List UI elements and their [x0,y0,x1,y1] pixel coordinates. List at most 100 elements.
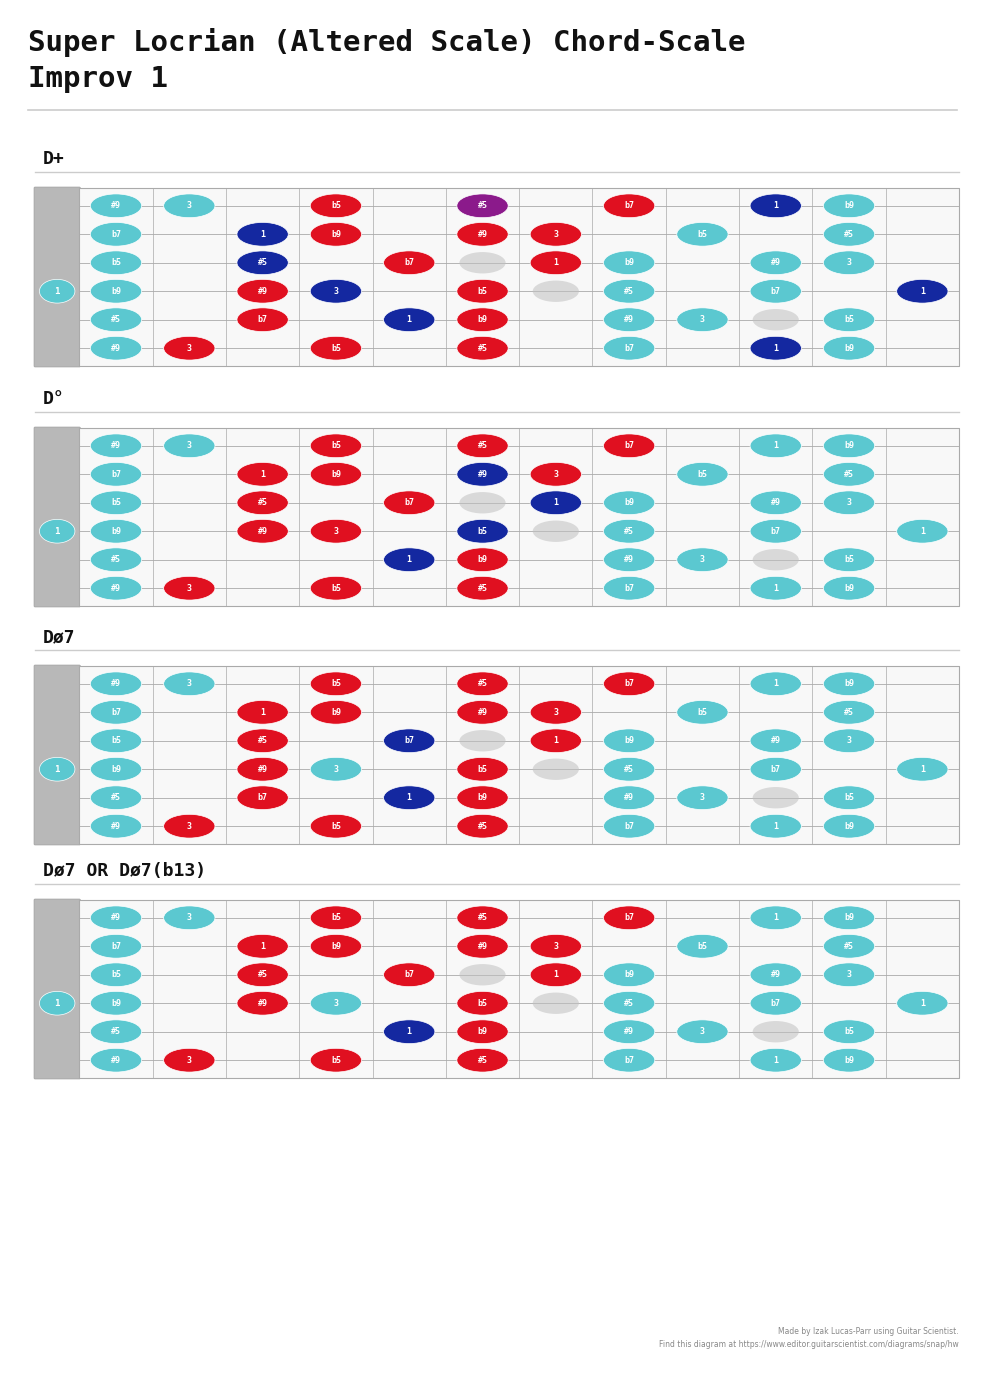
Text: 1: 1 [54,527,60,536]
Text: b5: b5 [110,971,121,979]
Ellipse shape [237,991,288,1015]
Text: b7: b7 [623,584,633,592]
Ellipse shape [457,1020,508,1044]
Ellipse shape [91,786,142,810]
Ellipse shape [457,935,508,958]
Ellipse shape [164,672,215,695]
Text: b5: b5 [110,259,121,267]
Text: 3: 3 [333,764,338,774]
Ellipse shape [237,490,288,515]
Ellipse shape [237,519,288,543]
Text: b9: b9 [843,913,853,923]
Text: #5: #5 [623,527,633,536]
Ellipse shape [164,1048,215,1073]
Text: b7: b7 [110,230,121,238]
Text: b9: b9 [330,942,340,950]
Text: b5: b5 [843,1027,853,1037]
Ellipse shape [384,308,435,332]
Ellipse shape [384,728,435,753]
Text: D°: D° [43,390,65,408]
Ellipse shape [457,757,508,781]
Ellipse shape [91,1048,142,1073]
Ellipse shape [310,223,361,246]
Text: #9: #9 [623,555,633,565]
Text: 3: 3 [699,1027,704,1037]
Ellipse shape [602,728,654,753]
Ellipse shape [896,280,947,303]
Text: b9: b9 [477,1027,487,1037]
Ellipse shape [822,935,874,958]
Text: 1: 1 [772,1056,777,1064]
Ellipse shape [602,490,654,515]
Ellipse shape [164,814,215,839]
Ellipse shape [457,194,508,218]
Ellipse shape [310,1048,361,1073]
Text: b9: b9 [477,315,487,324]
Text: #5: #5 [623,764,633,774]
Ellipse shape [602,251,654,274]
Text: #9: #9 [110,1056,121,1064]
Ellipse shape [529,223,581,246]
Text: b9: b9 [477,793,487,803]
Text: b5: b5 [697,708,707,717]
Text: #5: #5 [477,822,487,830]
Ellipse shape [749,991,801,1015]
Ellipse shape [822,308,874,332]
Ellipse shape [602,1048,654,1073]
Ellipse shape [749,336,801,359]
Ellipse shape [602,786,654,810]
Text: #9: #9 [110,441,121,450]
Text: b7: b7 [623,679,633,688]
Text: b7: b7 [404,737,414,745]
Ellipse shape [310,757,361,781]
Text: 1: 1 [553,971,558,979]
Text: #9: #9 [110,201,121,211]
Ellipse shape [676,786,728,810]
Ellipse shape [384,490,435,515]
Ellipse shape [384,963,435,987]
Text: #5: #5 [257,498,267,507]
Ellipse shape [602,519,654,543]
Ellipse shape [384,548,435,571]
Text: #9: #9 [770,737,780,745]
Ellipse shape [458,730,505,752]
Text: Made by Izak Lucas-Parr using Guitar Scientist.
Find this diagram at https://www: Made by Izak Lucas-Parr using Guitar Sci… [659,1327,958,1349]
Text: b9: b9 [110,998,121,1008]
Text: b7: b7 [404,259,414,267]
Ellipse shape [91,757,142,781]
Text: #5: #5 [843,942,853,950]
Text: 3: 3 [186,913,191,923]
Text: #9: #9 [257,527,267,536]
Ellipse shape [749,519,801,543]
Ellipse shape [676,701,728,724]
Ellipse shape [458,492,505,514]
Text: b7: b7 [404,971,414,979]
Text: 1: 1 [553,498,558,507]
Ellipse shape [602,757,654,781]
Text: #5: #5 [110,1027,121,1037]
Bar [79,428,958,606]
Ellipse shape [310,519,361,543]
Ellipse shape [457,548,508,571]
Text: 1: 1 [406,315,411,324]
Text: b9: b9 [623,498,633,507]
Ellipse shape [749,490,801,515]
Text: b5: b5 [697,470,707,479]
Ellipse shape [602,814,654,839]
Text: 1: 1 [54,286,60,296]
Ellipse shape [91,490,142,515]
Ellipse shape [822,701,874,724]
Ellipse shape [749,577,801,600]
Ellipse shape [822,814,874,839]
Ellipse shape [602,280,654,303]
Text: #9: #9 [257,764,267,774]
Text: 1: 1 [260,470,265,479]
Ellipse shape [896,991,947,1015]
Text: b7: b7 [257,315,267,324]
Ellipse shape [237,786,288,810]
Ellipse shape [91,308,142,332]
Ellipse shape [164,906,215,929]
Ellipse shape [91,463,142,486]
Ellipse shape [822,336,874,359]
Ellipse shape [310,434,361,457]
